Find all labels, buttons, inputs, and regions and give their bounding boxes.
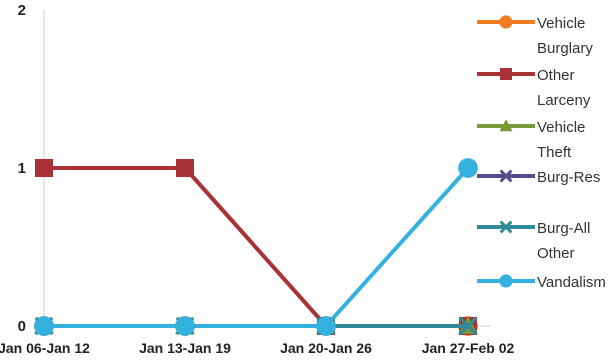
y-tick-label: 2 (18, 2, 26, 19)
data-point-shape (458, 158, 478, 178)
x-tick-label: Jan 27-Feb 02 (422, 340, 515, 356)
legend-marker-shape (500, 68, 512, 80)
x-tick-label: Jan 13-Jan 19 (139, 340, 231, 356)
legend-marker (499, 15, 513, 29)
legend-marker-shape (499, 220, 513, 234)
legend-marker (500, 68, 512, 80)
data-point-shape (34, 316, 54, 336)
legend-label: Vehicle (537, 119, 585, 136)
legend-marker-shape (499, 15, 513, 29)
data-point (458, 158, 478, 178)
data-point (34, 316, 54, 336)
legend-label: Theft (537, 144, 572, 161)
y-tick-label: 0 (18, 318, 26, 335)
legend-label: Larceny (537, 92, 591, 109)
data-point-shape (316, 316, 336, 336)
x-tick-label: Jan 06-Jan 12 (0, 340, 90, 356)
legend-marker (499, 119, 513, 132)
data-point-shape (35, 159, 53, 177)
legend-label: Burglary (537, 40, 593, 57)
legend-label: Other (537, 67, 575, 84)
legend-label: Vehicle (537, 15, 585, 32)
y-tick-label: 1 (18, 160, 26, 177)
series-line-1 (44, 166, 468, 328)
data-point-shape (175, 316, 195, 336)
x-tick-label: Jan 20-Jan 26 (280, 340, 372, 356)
data-point (316, 316, 336, 336)
legend-label: Burg-All (537, 220, 590, 237)
legend-marker (499, 274, 513, 288)
legend-marker (499, 169, 513, 183)
legend-label: Burg-Res (537, 169, 600, 186)
legend-label: Other (537, 245, 575, 262)
legend-marker-shape (499, 119, 513, 132)
data-point-shape (176, 159, 194, 177)
data-point-shape (458, 316, 478, 336)
data-point (176, 159, 194, 177)
data-point (175, 316, 195, 336)
data-point (35, 159, 53, 177)
legend-marker-shape (499, 169, 513, 183)
series-line-5 (44, 166, 470, 328)
data-point (458, 316, 478, 336)
legend-marker (499, 220, 513, 234)
legend-marker-shape (499, 274, 513, 288)
legend-label: Vandalism (537, 274, 606, 291)
